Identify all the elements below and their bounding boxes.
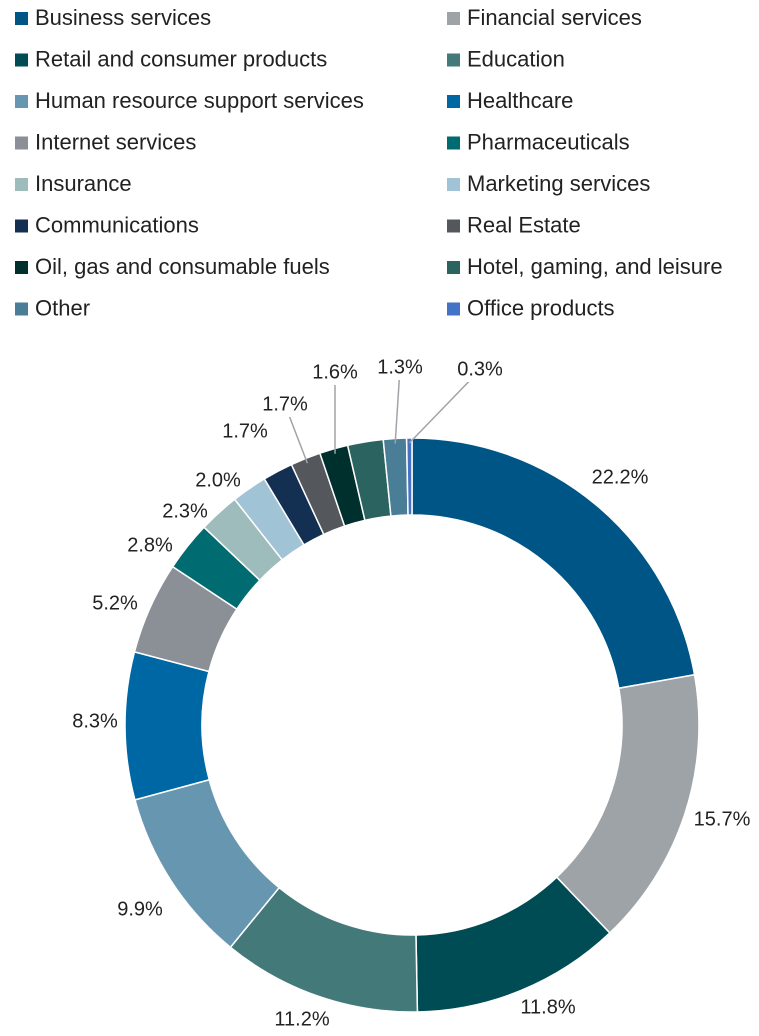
legend-swatch [15, 95, 28, 108]
legend-label: Office products [467, 295, 615, 320]
data-label: 9.9% [117, 898, 163, 920]
donut-slice [555, 673, 700, 935]
data-label: 0.3% [457, 358, 503, 380]
legend-label: Insurance [35, 171, 132, 196]
legend-label: Oil, gas and consumable fuels [35, 254, 330, 279]
legend-label: Real Estate [467, 212, 581, 237]
legend-swatch [15, 136, 28, 150]
legend-label: Human resource support services [35, 88, 364, 113]
legend-swatch [447, 219, 460, 233]
legend-label: Communications [35, 212, 199, 237]
leader-line [323, 372, 336, 454]
legend-swatch [15, 12, 28, 25]
legend-label: Education [467, 46, 565, 71]
legend-label: Internet services [35, 129, 196, 154]
data-label: 2.0% [195, 469, 241, 491]
legend-label: Business services [35, 5, 211, 30]
data-label: 15.7% [694, 808, 751, 830]
legend-swatch [15, 261, 28, 274]
legend-swatch [447, 95, 460, 108]
legend-swatch [447, 12, 460, 25]
label-bg [311, 361, 359, 385]
legend-label: Retail and consumer products [35, 46, 327, 71]
legend-swatch [15, 302, 28, 316]
data-label: 2.8% [127, 534, 173, 556]
data-label: 8.3% [72, 710, 118, 732]
legend-label: Healthcare [467, 88, 573, 113]
legend-swatch [447, 178, 460, 191]
label-bg [376, 356, 424, 380]
legend-swatch [447, 53, 460, 67]
legend-label: Marketing services [467, 171, 650, 196]
legend-label: Hotel, gaming, and leisure [467, 254, 723, 279]
donut-slice [411, 437, 696, 690]
legend-label: Pharmaceuticals [467, 129, 630, 154]
data-label: 11.8% [520, 996, 575, 1018]
donut-slice [124, 650, 211, 801]
donut-slice [405, 437, 413, 516]
legend-label: Other [35, 295, 90, 320]
data-label: 2.3% [162, 500, 208, 522]
legend-swatch [15, 219, 28, 233]
data-label: 1.7% [222, 420, 268, 442]
legend-swatch [447, 261, 460, 274]
data-label: 5.2% [92, 592, 138, 614]
data-label: 1.7% [262, 393, 308, 415]
label-bg [261, 393, 309, 417]
legend-swatch [15, 53, 28, 67]
data-label: 22.2% [592, 466, 649, 488]
data-label: 11.2% [274, 1008, 329, 1030]
legend-swatch [15, 178, 28, 191]
legend-label: Financial services [467, 5, 642, 30]
data-label: 1.3% [377, 356, 423, 378]
data-label: 1.6% [312, 361, 358, 383]
label-bg [456, 358, 504, 382]
legend-swatch [447, 302, 460, 316]
legend-swatch [447, 136, 460, 150]
